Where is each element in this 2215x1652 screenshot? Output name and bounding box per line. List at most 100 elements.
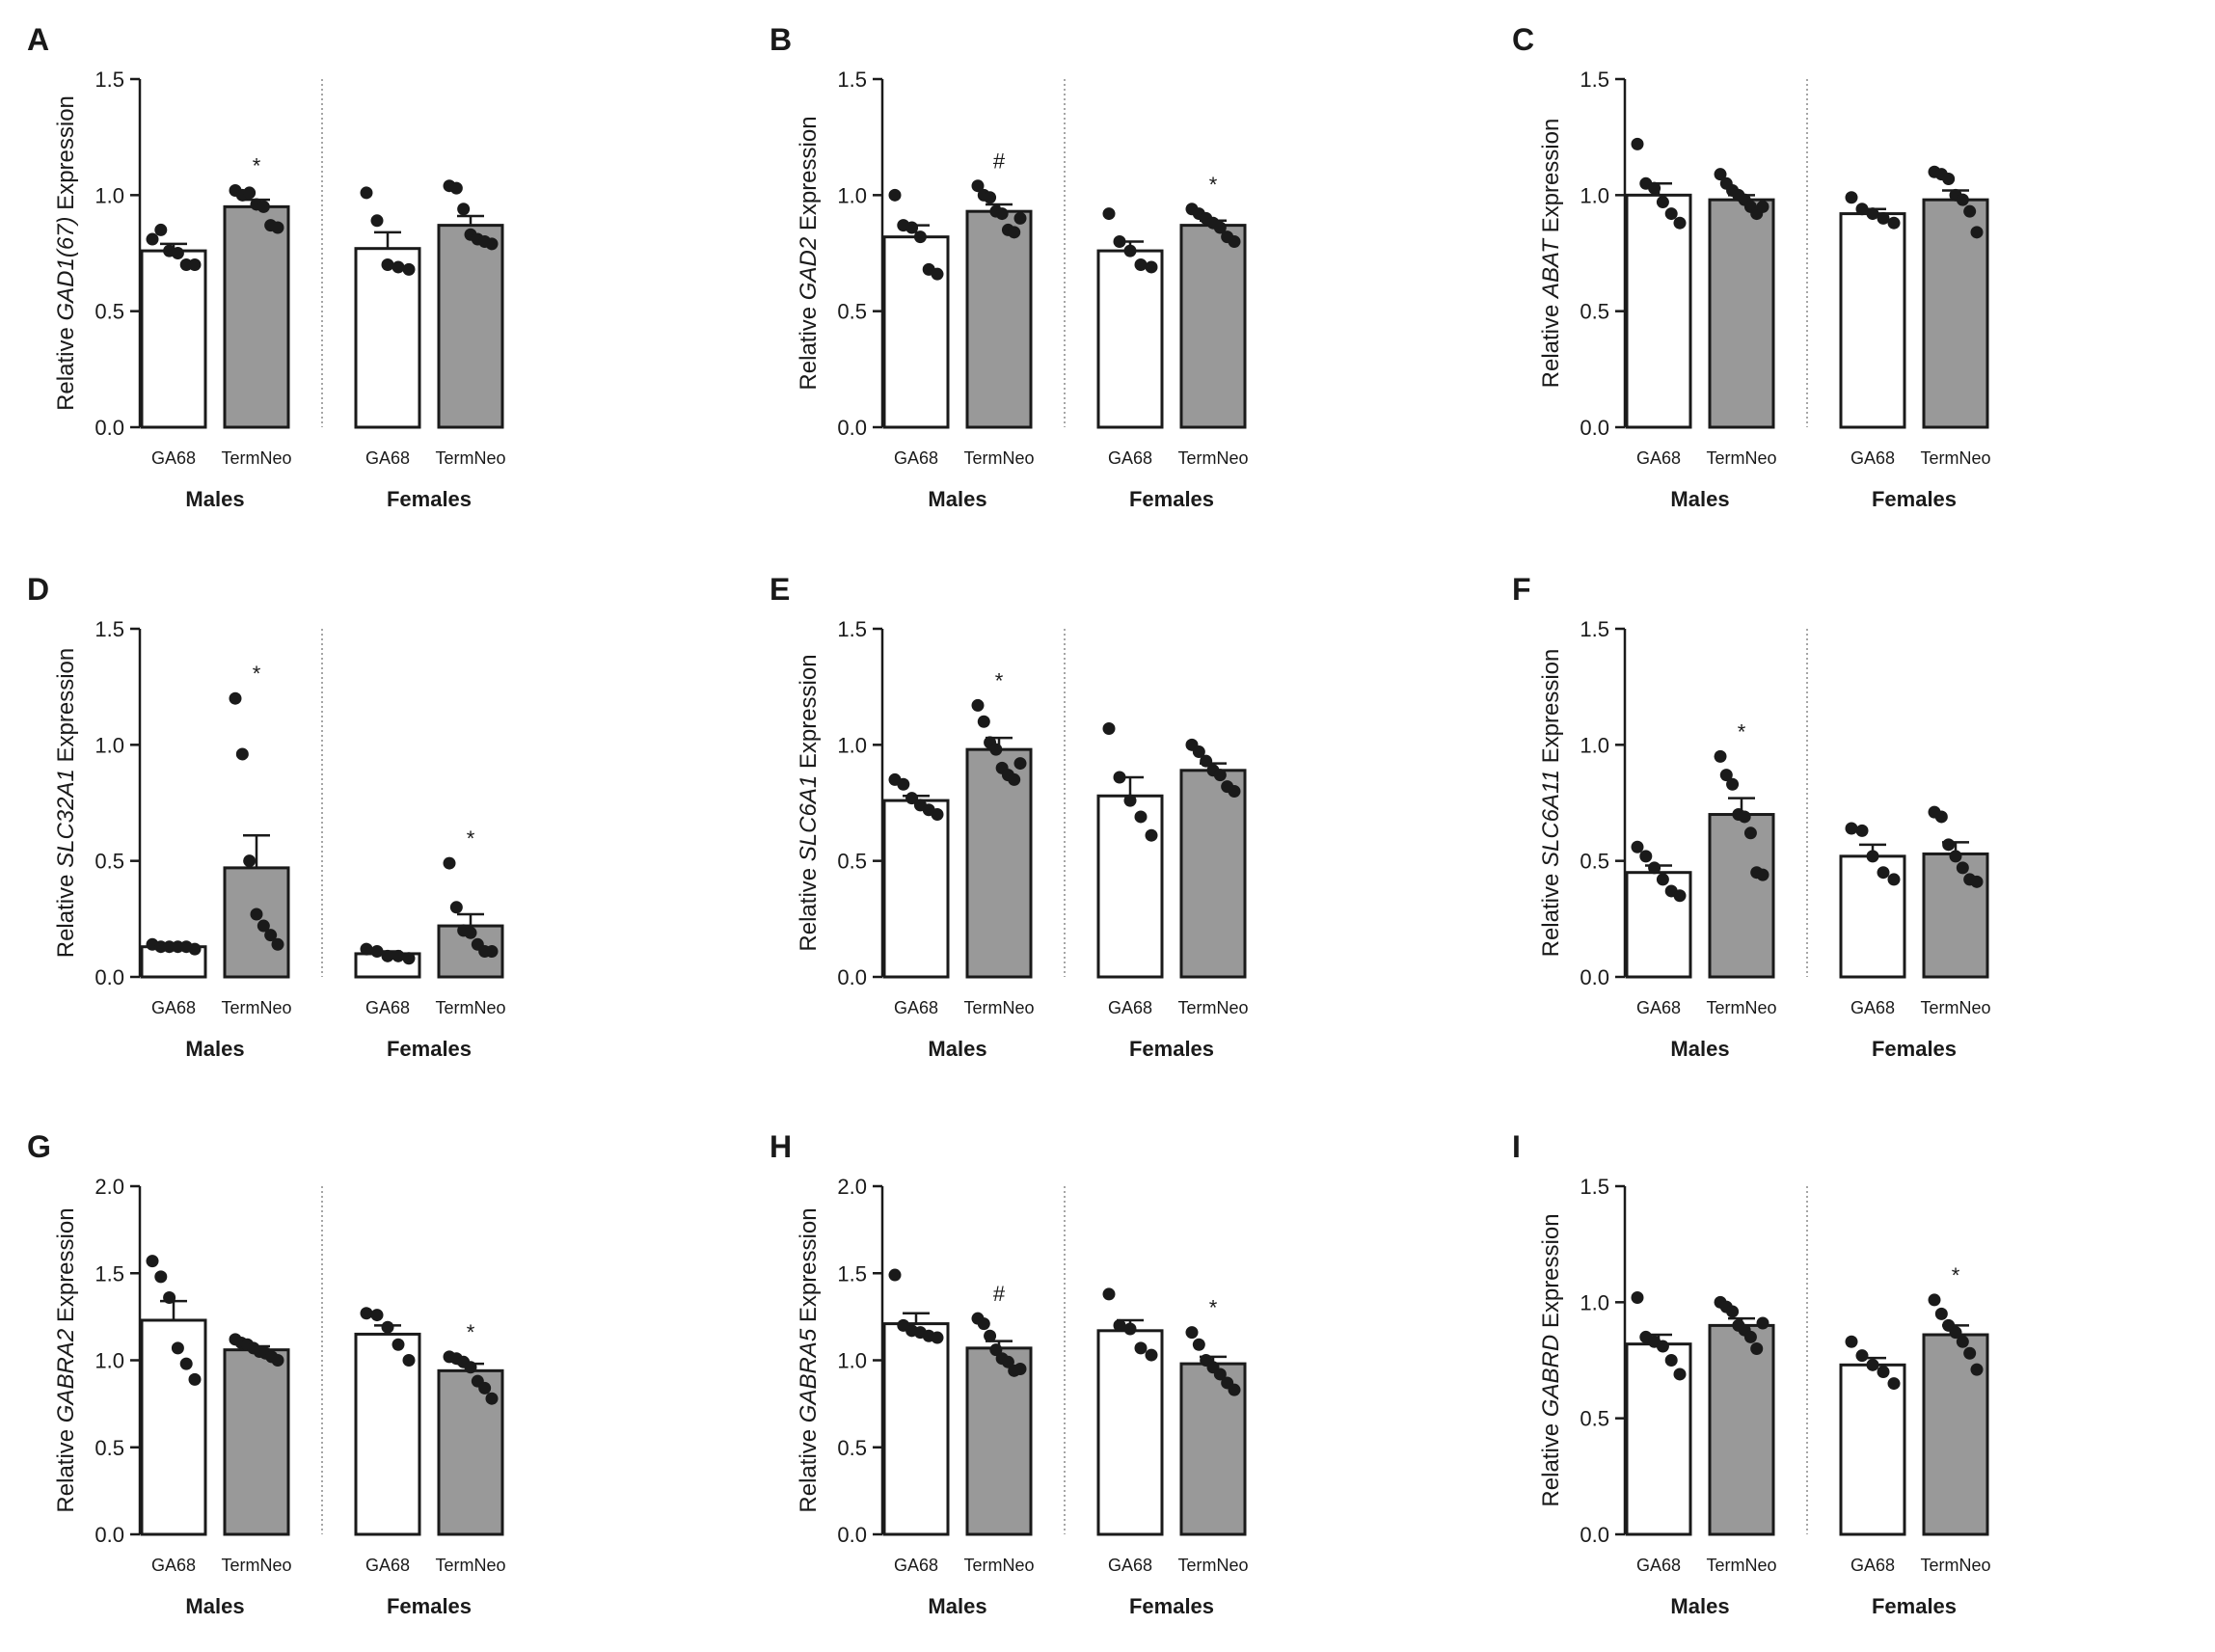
data-point: [1134, 810, 1148, 824]
data-point: [271, 1354, 284, 1367]
y-tick-label: 2.0: [95, 1175, 124, 1199]
x-tick-label: TermNeo: [1920, 1556, 1990, 1575]
group-label: Males: [185, 1037, 244, 1061]
group-label: Females: [1872, 1037, 1957, 1061]
data-point: [971, 179, 985, 193]
data-point: [1956, 861, 1969, 875]
data-point: [392, 260, 405, 274]
y-axis-label-part: Expression: [53, 1207, 79, 1328]
significance-mark: #: [993, 149, 1006, 174]
data-point: [984, 1329, 997, 1342]
data-point: [370, 214, 384, 228]
data-point: [1631, 840, 1644, 853]
y-axis-label-part: SLC6A11: [1538, 770, 1564, 867]
y-axis-label-part: Expression: [796, 1207, 822, 1328]
data-point: [1639, 850, 1653, 863]
y-axis-label-part: Relative: [796, 300, 822, 390]
data-point: [1887, 873, 1901, 886]
y-axis-label: Relative GAD2 Expression: [796, 116, 822, 390]
data-point: [1228, 784, 1241, 798]
data-point: [1855, 1349, 1869, 1363]
bar: [1096, 1329, 1164, 1536]
data-point: [179, 1357, 193, 1370]
data-point: [1213, 221, 1227, 234]
panel-g: G Relative GABRA2 Expression 0.0 0.5 1.0 1.5 2…: [27, 1129, 506, 1618]
x-tick-label: TermNeo: [963, 1556, 1034, 1575]
x-tick-label: GA68: [1850, 1556, 1895, 1575]
data-point: [1673, 1368, 1687, 1381]
group-label: Females: [1872, 487, 1957, 511]
data-point: [464, 1361, 477, 1374]
group-label: Males: [928, 1594, 986, 1618]
y-tick-label: 0.5: [95, 1436, 124, 1460]
data-point: [1970, 1363, 1984, 1376]
data-point: [1855, 203, 1869, 216]
data-point: [1970, 226, 1984, 239]
data-point: [257, 919, 270, 933]
data-point: [1756, 868, 1769, 881]
y-axis-label-part: Relative: [796, 861, 822, 951]
data-point: [1970, 875, 1984, 888]
data-point: [897, 777, 910, 791]
data-point: [1648, 181, 1661, 195]
data-point: [1887, 1377, 1901, 1391]
group-label: Females: [1129, 1037, 1214, 1061]
data-point: [1228, 234, 1241, 248]
panel-letter: D: [27, 572, 49, 607]
panel-d: D Relative SLC32A1 Expression 0.0 0.5 1.0 1.5…: [27, 572, 506, 1061]
y-tick-label: 1.5: [1580, 68, 1609, 92]
group-label: Males: [1670, 487, 1729, 511]
data-point: [464, 926, 477, 939]
data-point: [1631, 137, 1644, 150]
data-point: [381, 949, 394, 962]
data-point: [1102, 721, 1116, 735]
y-axis-label: Relative GAD1(67) Expression: [53, 95, 79, 411]
y-axis-label: Relative SLC32A1 Expression: [53, 648, 79, 959]
y-tick-label: 1.0: [95, 733, 124, 757]
bar: [965, 209, 1033, 429]
data-point: [1726, 1305, 1740, 1318]
group-label: Females: [387, 487, 472, 511]
x-tick-label: TermNeo: [1920, 448, 1990, 468]
bar: [1179, 769, 1247, 979]
group-label: Females: [387, 1037, 472, 1061]
y-tick-label: 0.0: [95, 1523, 124, 1547]
y-tick-label: 0.5: [95, 300, 124, 324]
data-point: [1942, 172, 1956, 185]
panel-i: I Relative GABRD Expression 0.0 0.5 1.0 1.5 GA…: [1512, 1129, 1991, 1618]
data-point: [1743, 1330, 1757, 1343]
data-point: [1877, 211, 1890, 225]
bar: [223, 204, 290, 429]
data-point: [977, 1317, 990, 1331]
x-tick-label: TermNeo: [1706, 448, 1776, 468]
data-point: [931, 267, 944, 281]
x-tick-label: TermNeo: [1920, 998, 1990, 1017]
bar: [140, 1318, 207, 1536]
y-axis-label-part: Relative: [53, 1422, 79, 1512]
data-point: [1934, 810, 1948, 824]
data-point: [1113, 234, 1126, 248]
panel-letter: A: [27, 22, 49, 57]
x-tick-label: GA68: [894, 448, 938, 468]
x-tick-label: TermNeo: [435, 1556, 505, 1575]
data-point: [1845, 822, 1858, 835]
y-axis-label: Relative SLC6A11 Expression: [1538, 649, 1564, 958]
data-point: [163, 1291, 176, 1305]
data-point: [1956, 193, 1969, 206]
bar: [1625, 871, 1692, 979]
x-tick-label: GA68: [151, 998, 196, 1017]
x-tick-label: GA68: [894, 1556, 938, 1575]
bar: [354, 247, 421, 429]
significance-mark: *: [1209, 1296, 1218, 1320]
data-point: [146, 1255, 159, 1268]
panel-letter: B: [770, 22, 792, 57]
data-point: [1673, 889, 1687, 903]
data-point: [1963, 1346, 1977, 1360]
x-tick-label: GA68: [1108, 448, 1152, 468]
x-tick-label: GA68: [365, 448, 410, 468]
bar: [1839, 1363, 1906, 1536]
data-point: [154, 223, 168, 236]
data-point: [243, 186, 257, 200]
data-point: [485, 945, 499, 959]
data-point: [1845, 191, 1858, 204]
